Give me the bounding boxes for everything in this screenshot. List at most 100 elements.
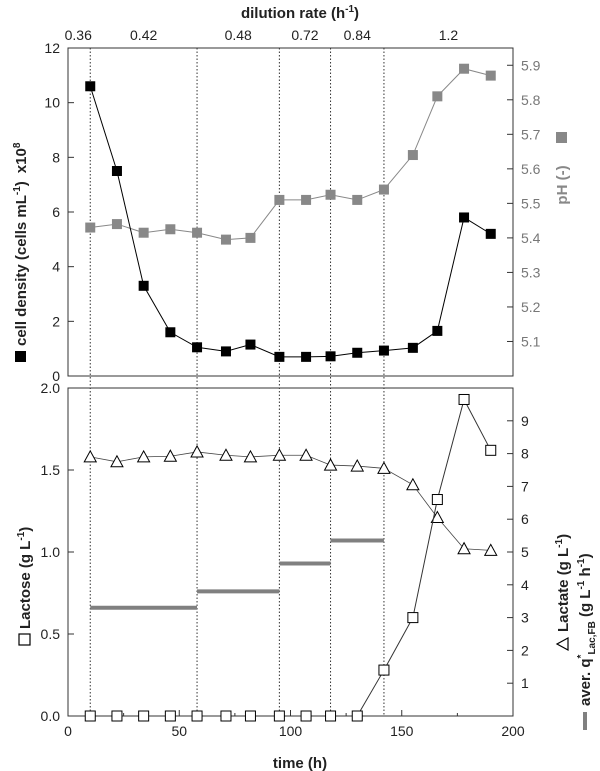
cell-density-point xyxy=(459,212,470,223)
lactate-tick-label: 3 xyxy=(521,610,529,626)
ph-tick-label: 5.1 xyxy=(521,333,541,349)
right-bottom-axis-title-lactate: Lactate (g L-1) xyxy=(554,534,572,652)
lactose-point xyxy=(273,710,285,722)
lactate-point xyxy=(83,449,98,463)
lactose-legend-marker xyxy=(18,633,31,646)
lactate-tick-label: 6 xyxy=(521,511,529,527)
top-axis-title: dilution rate (h-1) xyxy=(241,4,359,22)
cell-density-point xyxy=(378,345,389,356)
lactate-point xyxy=(219,448,233,461)
lactate-point xyxy=(299,448,313,461)
cell-density-point xyxy=(352,347,363,358)
cell-density-point xyxy=(407,342,418,353)
lactate-point xyxy=(350,459,365,472)
lactose-point xyxy=(458,393,470,405)
ph-point xyxy=(192,227,203,238)
cell-density-point xyxy=(274,351,285,362)
cell-density-tick-label: 12 xyxy=(44,40,60,56)
ph-tick-label: 5.4 xyxy=(521,230,541,246)
ph-tick-label: 5.9 xyxy=(521,57,541,73)
ph-point xyxy=(138,227,149,238)
cell-density-tick-label: 8 xyxy=(52,149,60,165)
cell-density-point xyxy=(245,339,256,350)
ph-point xyxy=(459,63,470,74)
lactate-point xyxy=(457,541,471,555)
cell-density-point xyxy=(485,228,496,239)
ph-tick-label: 5.3 xyxy=(521,264,541,280)
cell-density-tick-label: 0 xyxy=(52,368,60,384)
lactate-tick-label: 2 xyxy=(521,642,529,658)
lactate-point xyxy=(163,449,178,462)
ph-point xyxy=(111,219,122,230)
cell-density-legend-marker xyxy=(15,351,26,362)
x-axis-title: time (h) xyxy=(273,755,327,771)
ph-point xyxy=(432,91,443,102)
ph-point xyxy=(378,184,389,195)
svg-text:pH (-): pH (-) xyxy=(554,165,571,204)
lactose-point xyxy=(407,612,419,624)
cell-density-line xyxy=(89,86,492,358)
x-tick-label: 0 xyxy=(64,723,72,739)
ph-point xyxy=(245,232,256,243)
lactate-point xyxy=(243,449,258,463)
lactate-tick-label: 7 xyxy=(521,478,529,494)
lactate-point xyxy=(272,448,287,461)
cell-density-point xyxy=(301,351,312,362)
lactate-tick-label: 5 xyxy=(521,544,529,560)
lactose-point xyxy=(164,710,176,722)
ph-tick-label: 5.6 xyxy=(521,161,541,177)
dilution-rate-label: 0.42 xyxy=(130,27,157,43)
lactose-point xyxy=(138,710,150,722)
lactose-point xyxy=(325,710,337,722)
ph-tick-label: 5.5 xyxy=(521,195,541,211)
dilution-rate-label: 1.2 xyxy=(439,27,459,43)
dilution-change-lines xyxy=(89,48,385,716)
left-top-axis-title: cell density (cells mL-1)x108 xyxy=(12,142,30,362)
lactose-tick-label: 0.5 xyxy=(41,626,61,642)
svg-text:Lactate (g L-1): Lactate (g L-1) xyxy=(554,534,572,632)
svg-text:cell density (cells mL-1)x108: cell density (cells mL-1)x108 xyxy=(12,142,30,346)
dilution-rate-label: 0.36 xyxy=(65,27,92,43)
cell-density-tick-label: 6 xyxy=(52,204,60,220)
ph-point xyxy=(274,194,285,205)
lactose-tick-label: 1.5 xyxy=(41,462,61,478)
right-bottom-axis-title-q: aver. q*Lac,FB (g L-1 h-1) xyxy=(576,553,598,730)
ph-point xyxy=(220,234,231,245)
lactose-point xyxy=(111,710,123,722)
ph-tick-label: 5.2 xyxy=(521,299,541,315)
cell-density-tick-label: 4 xyxy=(52,259,60,275)
lactose-point xyxy=(220,710,232,722)
lactose-point xyxy=(300,710,312,722)
lactate-tick-label: 1 xyxy=(521,675,529,691)
lactate-tick-label: 8 xyxy=(521,446,529,462)
lactate-point xyxy=(483,543,498,556)
ph-point xyxy=(407,150,418,161)
cell-density-point xyxy=(165,327,176,338)
cell-density-point xyxy=(432,325,443,336)
cell-density-point xyxy=(85,81,96,92)
ph-tick-label: 5.7 xyxy=(521,126,541,142)
cell-density-point xyxy=(111,166,122,176)
cell-density-point xyxy=(192,342,203,353)
lactate-point xyxy=(190,444,204,458)
cell-density-point xyxy=(138,280,149,291)
x-tick-label: 100 xyxy=(279,723,303,739)
lactate-point xyxy=(406,477,420,491)
lactose-tick-label: 1.0 xyxy=(41,544,61,560)
lactate-point xyxy=(136,449,151,463)
dilution-rate-label: 0.84 xyxy=(344,27,371,43)
lactose-point xyxy=(485,444,497,456)
dilution-rate-label: 0.48 xyxy=(225,27,252,43)
ph-legend-marker xyxy=(556,132,567,143)
ph-point xyxy=(301,194,312,205)
lactate-point xyxy=(110,454,124,468)
x-tick-label: 150 xyxy=(390,723,414,739)
lactose-point xyxy=(351,710,363,722)
cell-density-point xyxy=(220,346,231,357)
lactose-line xyxy=(90,398,492,717)
svg-text:aver. q*Lac,FB (g L-1 h-1): aver. q*Lac,FB (g L-1 h-1) xyxy=(576,553,598,706)
lactate-tick-label: 9 xyxy=(521,413,529,429)
data-marks xyxy=(83,63,498,722)
lactate-tick-label: 4 xyxy=(521,577,529,593)
ph-point xyxy=(85,222,96,233)
